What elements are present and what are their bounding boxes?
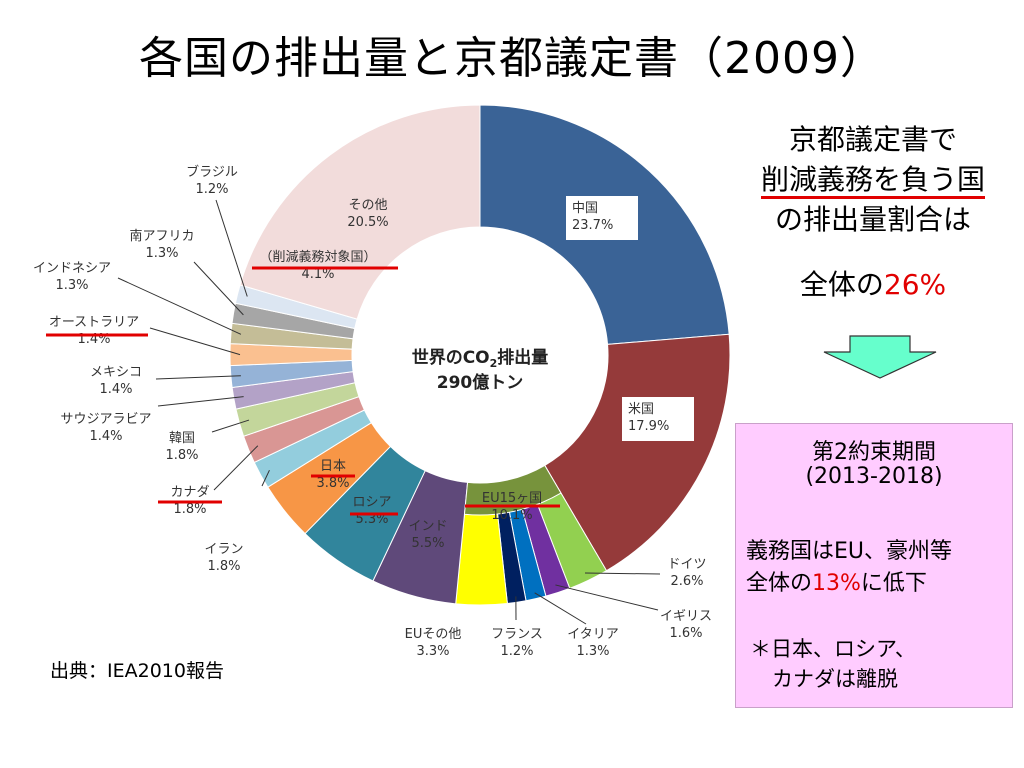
leader-indonesia	[117, 277, 242, 335]
total-prefix: 全体の	[799, 268, 884, 301]
summary-total: 全体の26%	[728, 263, 1018, 303]
leader-saudi	[157, 396, 244, 407]
summary-line3: の排出量割合は	[774, 203, 971, 236]
second-commitment-box: 第2約束期間 (2013-2018) 義務国はEU、豪州等 全体の13%に低下 …	[735, 423, 1013, 708]
label-australia: オーストラリア 1.4%	[49, 315, 139, 347]
period-title: 第2約束期間	[812, 440, 936, 465]
label-saudi: サウジアラビア 1.4%	[60, 412, 151, 444]
period-line2: 全体の13%に低下	[746, 571, 927, 596]
label-china: 中国 23.7%	[572, 201, 613, 233]
center-line2: 290億トン	[437, 372, 524, 393]
label-russia: ロシア 5.3%	[352, 495, 391, 527]
label-south-africa: 南アフリカ 1.3%	[129, 228, 194, 261]
usa-label-box	[622, 397, 694, 441]
period-years: (2013-2018)	[805, 464, 943, 489]
kyoto-summary: 京都議定書で 削減義務を負う国 の排出量割合は	[728, 120, 1018, 240]
source-note: 出典：IEA2010報告	[50, 660, 224, 682]
label-japan: 日本 3.8%	[316, 459, 349, 491]
label-mexico: メキシコ 1.4%	[90, 365, 142, 397]
leader-uk	[555, 584, 659, 611]
leader-brazil	[215, 199, 248, 297]
leader-germany	[584, 572, 661, 575]
label-eu15: EU15ヶ国 10.1%	[482, 491, 542, 523]
period-line1: 義務国はEU、豪州等	[746, 539, 953, 564]
label-brazil: ブラジル 1.2%	[186, 164, 238, 197]
leader-italy	[534, 592, 587, 625]
leader-south-africa	[193, 261, 244, 316]
label-iran: イラン 1.8%	[204, 542, 243, 574]
page-title: 各国の排出量と京都議定書（2009）	[139, 33, 885, 84]
period-body: 義務国はEU、豪州等 全体の13%に低下	[746, 536, 952, 600]
leader-australia	[149, 327, 241, 356]
summary-line1: 京都議定書で	[788, 123, 957, 156]
label-others: その他 20.5%	[347, 198, 388, 230]
label-india: インド 5.5%	[408, 519, 447, 551]
label-annex-others: （削減義務対象国） 4.1%	[259, 249, 376, 282]
center-line1: 世界のCO2排出量	[412, 347, 549, 370]
slice-19	[239, 104, 481, 320]
label-italy: イタリア 1.3%	[567, 627, 618, 659]
down-arrow-icon	[823, 335, 937, 379]
china-label-box	[566, 196, 638, 240]
label-germany: ドイツ 2.6%	[667, 557, 706, 589]
label-usa: 米国 17.9%	[628, 402, 669, 434]
summary-line2: 削減義務を負う国	[760, 163, 985, 199]
period-note1: ＊日本、ロシア、	[750, 637, 916, 661]
label-canada: カナダ 1.8%	[170, 485, 209, 517]
label-eu-other: EUその他 3.3%	[405, 627, 462, 659]
label-uk: イギリス 1.6%	[660, 609, 712, 641]
period-note2: カナダは離脱	[772, 667, 898, 691]
slice-1	[544, 333, 731, 572]
period-note: ＊日本、ロシア、 カナダは離脱	[750, 634, 916, 694]
label-france: フランス 1.2%	[491, 627, 543, 659]
total-value: 26%	[883, 268, 947, 301]
leader-korea	[211, 419, 250, 433]
leader-mexico	[155, 375, 241, 380]
leader-iran	[261, 469, 270, 487]
leader-canada	[213, 445, 259, 491]
label-korea: 韓国 1.8%	[165, 431, 198, 463]
label-indonesia: インドネシア 1.3%	[33, 261, 111, 293]
